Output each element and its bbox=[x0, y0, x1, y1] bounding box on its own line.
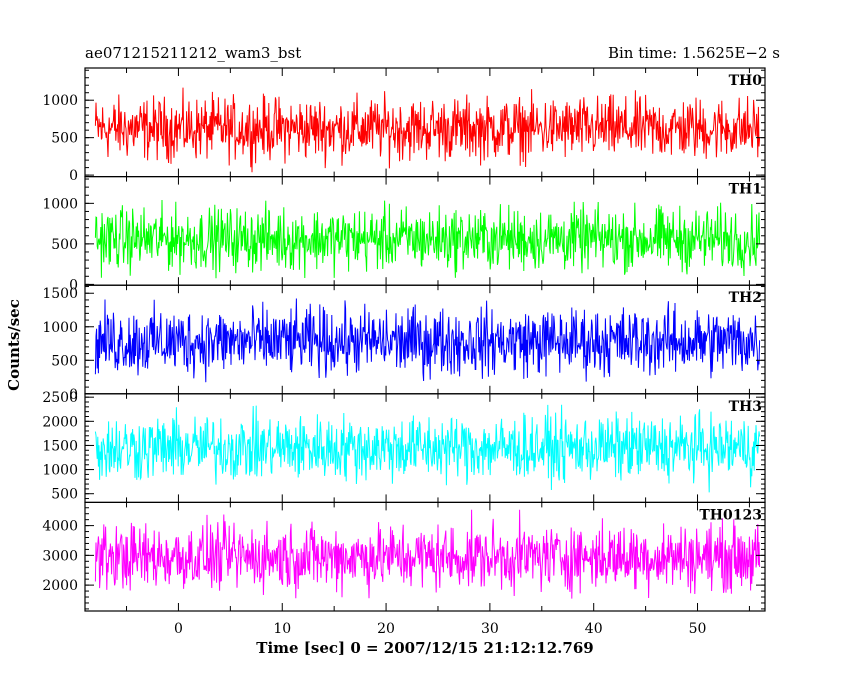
series-line-th1 bbox=[94, 199, 761, 279]
y-tick-label: 1500 bbox=[42, 438, 78, 454]
y-tick-label: 1000 bbox=[42, 196, 78, 212]
panel-label-th3: TH3 bbox=[729, 399, 762, 415]
panel-label-th0123: TH0123 bbox=[699, 507, 762, 523]
panel-label-th0: TH0 bbox=[729, 73, 763, 89]
y-tick-label: 2000 bbox=[42, 414, 78, 430]
x-tick-label: 0 bbox=[174, 621, 183, 637]
panel-label-th2: TH2 bbox=[729, 290, 762, 306]
y-tick-label: 500 bbox=[51, 353, 78, 369]
x-tick-label: 40 bbox=[585, 621, 603, 637]
y-tick-label: 500 bbox=[51, 237, 78, 253]
y-tick-label: 0 bbox=[69, 168, 78, 184]
y-tick-label: 1000 bbox=[42, 463, 78, 479]
y-tick-label: 3000 bbox=[42, 548, 78, 564]
panel-frame-th0123 bbox=[84, 501, 766, 612]
series-line-th0 bbox=[94, 87, 761, 173]
y-tick-label: 4000 bbox=[42, 519, 78, 535]
y-tick-label: 500 bbox=[51, 487, 78, 503]
y-tick-label: 2000 bbox=[42, 578, 78, 594]
x-tick-label: 30 bbox=[481, 621, 499, 637]
x-tick-label: 50 bbox=[689, 621, 707, 637]
x-tick-label: 10 bbox=[273, 621, 291, 637]
panel-label-th1: TH1 bbox=[729, 182, 762, 198]
x-tick-label: 20 bbox=[377, 621, 395, 637]
x-axis-label: Time [sec] 0 = 2007/12/15 21:12:12.769 bbox=[256, 639, 594, 657]
y-tick-label: 500 bbox=[51, 131, 78, 147]
y-tick-label: 0 bbox=[69, 387, 78, 403]
chart-title-right: Bin time: 1.5625E−2 s bbox=[607, 44, 780, 62]
series-line-th2 bbox=[94, 298, 761, 383]
y-tick-label: 0 bbox=[69, 277, 78, 293]
y-tick-label: 1500 bbox=[42, 286, 78, 302]
chart-title-left: ae071215211212_wam3_bst bbox=[85, 44, 302, 62]
series-line-th3 bbox=[94, 404, 761, 493]
y-tick-label: 1000 bbox=[42, 320, 78, 336]
y-tick-label: 2500 bbox=[42, 390, 78, 406]
series-line-th0123 bbox=[94, 509, 761, 599]
y-tick-label: 1000 bbox=[42, 93, 78, 109]
y-axis-label: Counts/sec bbox=[5, 299, 23, 391]
